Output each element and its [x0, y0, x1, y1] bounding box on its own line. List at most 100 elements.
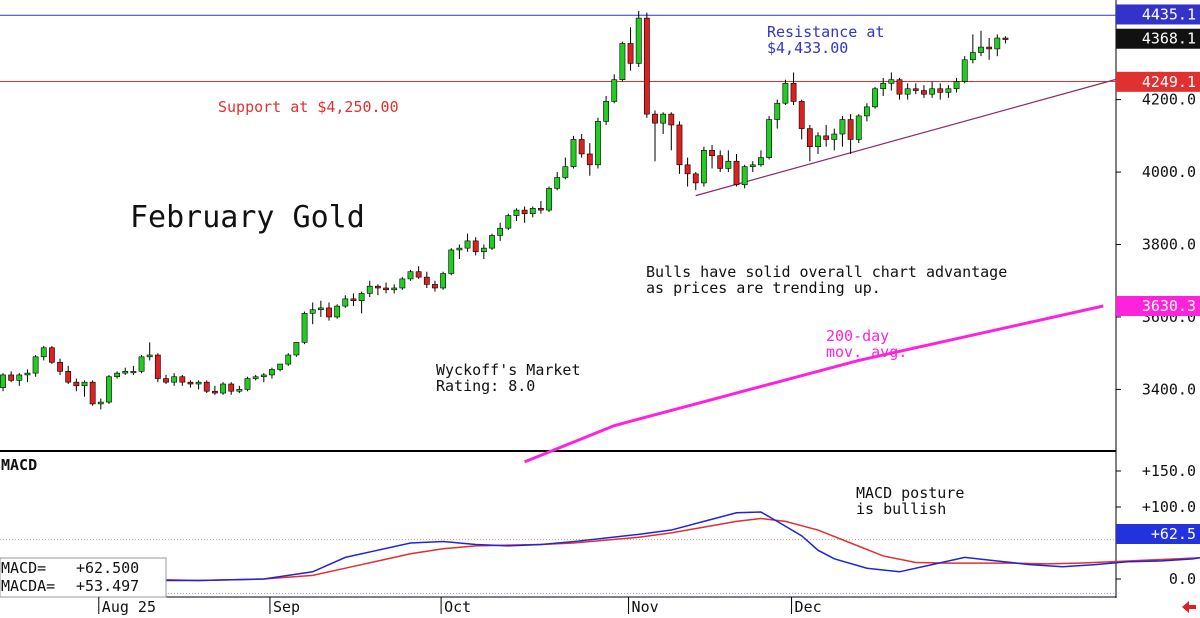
- bulls-line-2: as prices are trending up.: [646, 279, 881, 297]
- candle-body-up: [342, 298, 349, 307]
- candle: [228, 382, 235, 395]
- candle-body-up: [872, 88, 878, 108]
- candle-body-up: [660, 113, 667, 124]
- candle-body-down: [823, 135, 830, 140]
- candle-body-up: [554, 177, 561, 189]
- candle-body-down: [48, 347, 55, 363]
- candle-body-up: [546, 188, 552, 211]
- candle: [684, 157, 691, 187]
- candle-body-up: [40, 347, 47, 358]
- candle-body-down: [627, 43, 634, 64]
- candle: [285, 353, 292, 366]
- candle-body-up: [130, 371, 137, 374]
- macd-lines: [2, 511, 1200, 582]
- candle-body-up: [929, 88, 935, 95]
- candle: [65, 365, 72, 384]
- candle: [383, 282, 389, 294]
- ma-line-2: mov. avg.: [826, 343, 907, 361]
- candle: [244, 376, 251, 392]
- candle: [57, 358, 63, 375]
- date-tick-label: Dec: [795, 598, 822, 616]
- macd-tag-label: +62.5: [1151, 525, 1196, 543]
- candle: [423, 271, 430, 288]
- candle: [407, 269, 414, 281]
- candle-body-up: [994, 37, 1001, 50]
- candle: [432, 280, 438, 292]
- candle-body-up: [269, 369, 275, 376]
- candle-body-down: [578, 139, 585, 155]
- ma-annotation: 200-day mov. avg.: [826, 327, 907, 361]
- candle-body-up: [358, 293, 365, 301]
- candle-body-up: [309, 309, 316, 314]
- candle-body-down: [154, 354, 161, 379]
- candle-body-up: [749, 164, 756, 167]
- candle-body-up: [725, 160, 732, 169]
- candle-body-down: [423, 276, 430, 285]
- candle: [334, 304, 341, 319]
- candle-body-up: [888, 79, 895, 84]
- macd-title: MACD: [1, 456, 37, 474]
- wyckoff-line-1: Wyckoff's Market: [436, 361, 581, 379]
- macd-annotation-line-2: is bullish: [856, 500, 946, 518]
- candle-body-up: [945, 88, 952, 93]
- ma-line-1: 200-day: [826, 327, 889, 345]
- candle-body-up: [570, 139, 577, 167]
- candle-body-up: [293, 342, 300, 356]
- candle-body-up: [16, 374, 23, 381]
- candle: [953, 77, 960, 93]
- candle-body-up: [285, 354, 292, 365]
- candle: [733, 153, 740, 187]
- candle-body-up: [81, 381, 88, 387]
- macd-readout-value: +62.500: [76, 559, 139, 577]
- candle: [529, 206, 536, 218]
- candle: [912, 83, 919, 95]
- candle: [578, 134, 585, 158]
- candle: [106, 374, 112, 404]
- candle: [358, 291, 365, 314]
- candle-body-up: [24, 372, 31, 376]
- candle: [456, 244, 463, 260]
- candle: [309, 302, 316, 325]
- candle: [652, 110, 658, 162]
- candle: [562, 157, 569, 180]
- candle-body-up: [195, 381, 202, 385]
- price-tag-box: [1116, 28, 1200, 49]
- candle: [89, 380, 96, 406]
- candle: [798, 99, 805, 140]
- candle-body-up: [815, 135, 821, 148]
- bulls-line-1: Bulls have solid overall chart advantage: [646, 263, 1007, 281]
- macd-annotation: MACD posture is bullish: [856, 484, 973, 518]
- candle-body-up: [611, 79, 618, 102]
- candle-body-up: [260, 374, 267, 378]
- candle: [986, 38, 993, 60]
- candle-body-down: [676, 124, 683, 166]
- candle-body-down: [912, 88, 919, 91]
- macd-annotation-line-1: MACD posture: [856, 484, 964, 502]
- price-tag: 4368.1: [1116, 28, 1200, 49]
- candle: [277, 363, 283, 372]
- macd-reference-levels: [0, 539, 1116, 594]
- price-tag-box: [1116, 4, 1200, 25]
- candle-body-up: [122, 371, 129, 374]
- candle-body-up: [236, 389, 243, 392]
- price-tick-label: 4200.0: [1142, 91, 1196, 109]
- date-tick-label: Sep: [273, 598, 300, 616]
- macd-readout-box: MACD= +62.500 MACDA= +53.497: [0, 557, 167, 598]
- candle: [448, 248, 455, 276]
- candle-body-down: [643, 17, 650, 115]
- date-tick-label: Aug 25: [102, 598, 156, 616]
- candle: [293, 342, 300, 357]
- scroll-left-arrow-icon[interactable]: [1182, 601, 1196, 613]
- candle-body-down: [472, 240, 479, 253]
- moving-average-200: [524, 304, 1104, 464]
- candle: [749, 161, 756, 173]
- candle: [73, 378, 80, 392]
- candle: [921, 85, 927, 98]
- macd-line: [2, 511, 1200, 582]
- candle-body-up: [399, 278, 406, 289]
- candle: [513, 208, 520, 221]
- candle-body-up: [171, 376, 178, 383]
- candle: [839, 115, 846, 147]
- chart-title: February Gold: [130, 200, 365, 235]
- wyckoff-line-2: Rating: 8.0: [436, 377, 535, 395]
